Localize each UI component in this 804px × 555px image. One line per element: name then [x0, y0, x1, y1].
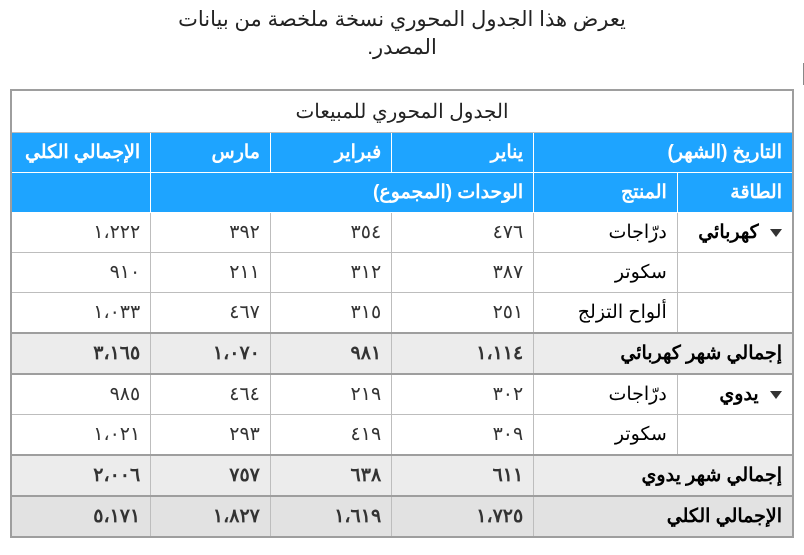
val: ٢،٠٠٦	[11, 455, 151, 496]
col-jan: يناير	[392, 132, 534, 172]
product-cell: سكوتر	[534, 414, 678, 455]
energy-cell-empty	[677, 292, 793, 333]
table-title: الجدول المحوري للمبيعات	[11, 90, 793, 133]
val: ٣،١٦٥	[11, 333, 151, 374]
energy-label: كهربائي	[698, 222, 759, 243]
product-cell: ألواح التزلج	[534, 292, 678, 333]
val: ٢١١	[151, 252, 271, 292]
pivot-table-wrap: الجدول المحوري للمبيعات التاريخ (الشهر) …	[10, 89, 794, 538]
table-row: سكوتر ٣٨٧ ٣١٢ ٢١١ ٩١٠	[11, 252, 793, 292]
val: ٣١٢	[270, 252, 391, 292]
val: ٩٨١	[270, 333, 391, 374]
val: ٩٨٥	[11, 374, 151, 415]
val: ٣١٥	[270, 292, 391, 333]
subtotal-label: إجمالي شهر كهربائي	[534, 333, 793, 374]
header-row-2: الطاقة المنتج الوحدات (المجموع)	[11, 172, 793, 212]
energy-cell[interactable]: يدوي	[677, 374, 793, 415]
table-row: كهربائي درّاجات ٤٧٦ ٣٥٤ ٣٩٢ ١،٢٢٢	[11, 212, 793, 252]
chevron-down-icon[interactable]	[770, 229, 782, 237]
product-cell: درّاجات	[534, 374, 678, 415]
val: ٣٠٩	[392, 414, 534, 455]
col-empty-total-header	[11, 172, 151, 212]
header-row-1: التاريخ (الشهر) يناير فبراير مارس الإجما…	[11, 132, 793, 172]
val: ١،٨٢٧	[151, 496, 271, 537]
energy-label: يدوي	[719, 384, 758, 405]
col-grand-total: الإجمالي الكلي	[11, 132, 151, 172]
col-units-sum: الوحدات (المجموع)	[151, 172, 534, 212]
caption-text: يعرض هذا الجدول المحوري نسخة ملخصة من بي…	[142, 6, 662, 63]
pivot-table: الجدول المحوري للمبيعات التاريخ (الشهر) …	[10, 89, 794, 538]
val: ٢٩٣	[151, 414, 271, 455]
chevron-down-icon[interactable]	[770, 391, 782, 399]
val: ٢١٩	[270, 374, 391, 415]
val: ٥،١٧١	[11, 496, 151, 537]
val: ٦١١	[392, 455, 534, 496]
val: ٢٥١	[392, 292, 534, 333]
table-row: سكوتر ٣٠٩ ٤١٩ ٢٩٣ ١،٠٢١	[11, 414, 793, 455]
val: ١،٢٢٢	[11, 212, 151, 252]
val: ٣٥٤	[270, 212, 391, 252]
col-energy: الطاقة	[677, 172, 793, 212]
caption-area: يعرض هذا الجدول المحوري نسخة ملخصة من بي…	[0, 0, 804, 63]
val: ٤٦٧	[151, 292, 271, 333]
table-row: ألواح التزلج ٢٥١ ٣١٥ ٤٦٧ ١،٠٣٣	[11, 292, 793, 333]
val: ١،٠٧٠	[151, 333, 271, 374]
val: ١،١١٤	[392, 333, 534, 374]
val: ٩١٠	[11, 252, 151, 292]
energy-cell-empty	[677, 414, 793, 455]
val: ٣٩٢	[151, 212, 271, 252]
energy-cell-empty	[677, 252, 793, 292]
col-date-month: التاريخ (الشهر)	[534, 132, 793, 172]
val: ٣٠٢	[392, 374, 534, 415]
grand-total-label: الإجمالي الكلي	[534, 496, 793, 537]
val: ٤١٩	[270, 414, 391, 455]
table-title-row: الجدول المحوري للمبيعات	[11, 90, 793, 133]
col-feb: فبراير	[270, 132, 391, 172]
energy-cell[interactable]: كهربائي	[677, 212, 793, 252]
val: ٤٧٦	[392, 212, 534, 252]
table-row: يدوي درّاجات ٣٠٢ ٢١٩ ٤٦٤ ٩٨٥	[11, 374, 793, 415]
col-mar: مارس	[151, 132, 271, 172]
val: ٧٥٧	[151, 455, 271, 496]
col-product: المنتج	[534, 172, 678, 212]
grand-total-row: الإجمالي الكلي ١،٧٢٥ ١،٦١٩ ١،٨٢٧ ٥،١٧١	[11, 496, 793, 537]
val: ١،٧٢٥	[392, 496, 534, 537]
subtotal-row: إجمالي شهر يدوي ٦١١ ٦٣٨ ٧٥٧ ٢،٠٠٦	[11, 455, 793, 496]
val: ٦٣٨	[270, 455, 391, 496]
val: ١،٠٢١	[11, 414, 151, 455]
val: ٤٦٤	[151, 374, 271, 415]
product-cell: سكوتر	[534, 252, 678, 292]
product-cell: درّاجات	[534, 212, 678, 252]
subtotal-row: إجمالي شهر كهربائي ١،١١٤ ٩٨١ ١،٠٧٠ ٣،١٦٥	[11, 333, 793, 374]
val: ٣٨٧	[392, 252, 534, 292]
subtotal-label: إجمالي شهر يدوي	[534, 455, 793, 496]
val: ١،٠٣٣	[11, 292, 151, 333]
val: ١،٦١٩	[270, 496, 391, 537]
